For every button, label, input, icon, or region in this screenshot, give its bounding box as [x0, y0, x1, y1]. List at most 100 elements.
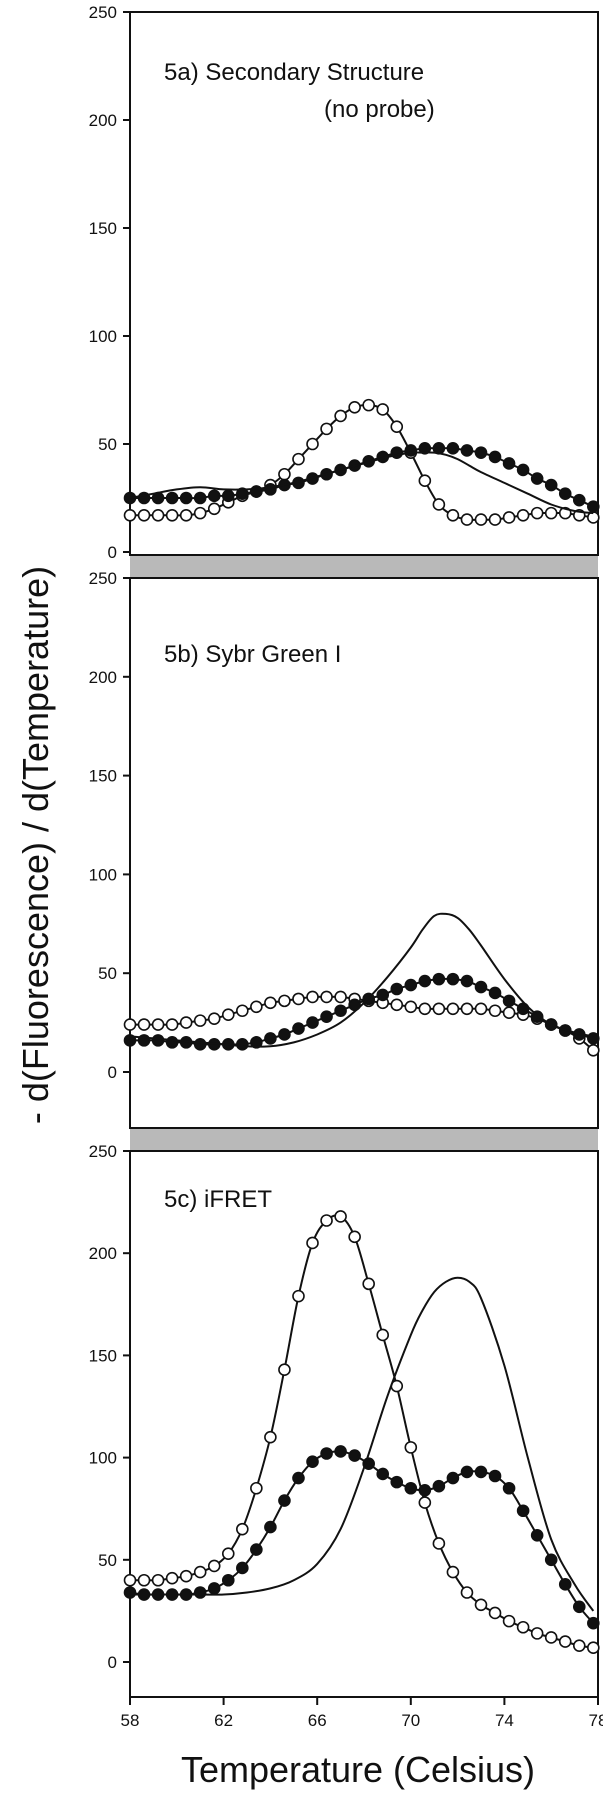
open-circle-series [123, 1210, 600, 1654]
y-tick-label: 100 [89, 327, 117, 346]
filled-circle-point [193, 491, 207, 505]
filled-circle-point [236, 1038, 249, 1051]
plot-layer: 0 50 100 150 200 250 0 50 100 150 200 250 0 50 100 150 2… [89, 3, 603, 1730]
open-circle-point [376, 1328, 390, 1342]
filled-circle-point [236, 1561, 249, 1575]
open-circle-point [418, 474, 432, 488]
panel-c-plot: 0 50 100 150 200 250 58 62 66 70 74 78 [89, 1142, 603, 1730]
open-circle-point [123, 508, 137, 522]
open-circle-point [474, 1002, 488, 1016]
filled-circle-point [460, 1465, 474, 1479]
open-circle-point [488, 1606, 502, 1620]
open-circle-point [264, 996, 277, 1010]
filled-circle-point [123, 1586, 137, 1599]
open-circle-point [460, 1586, 474, 1599]
open-circle-point [137, 508, 151, 522]
filled-circle-point [151, 1034, 165, 1047]
filled-circle-point [193, 1586, 207, 1599]
filled-circle-point [516, 463, 530, 477]
open-circle-point [376, 403, 390, 416]
open-circle-point [137, 1573, 151, 1587]
open-circle-point [236, 1004, 249, 1018]
open-circle-point [221, 1547, 235, 1560]
open-circle-point [446, 1565, 460, 1579]
open-circle-point [264, 1430, 277, 1444]
series-line [130, 404, 594, 521]
y-tick-label: 0 [108, 543, 117, 562]
filled-circle-point [404, 1481, 418, 1495]
series-line [129, 995, 594, 1052]
filled-circle-point [572, 493, 586, 507]
open-circle-point [474, 1598, 488, 1612]
x-axis-title: Temperature (Celsius) [181, 1749, 535, 1790]
filled-circle-point [207, 489, 221, 503]
filled-circle-point [306, 1016, 319, 1029]
open-circle-point [432, 498, 446, 511]
filled-circle-point [488, 1469, 502, 1483]
open-circle-point [362, 398, 375, 412]
open-circle-point [530, 506, 544, 520]
filled-circle-point [165, 1036, 179, 1049]
open-circle-point [207, 502, 221, 516]
open-circle-point [488, 1004, 502, 1018]
open-circle-point [488, 513, 502, 526]
open-circle-point [123, 1573, 137, 1587]
filled-circle-point [432, 972, 446, 986]
y-tick-label: 150 [89, 219, 117, 238]
series-line [129, 1450, 595, 1624]
filled-circle-point [432, 1479, 446, 1493]
filled-circle-point [348, 1449, 361, 1462]
filled-circle-point [530, 472, 544, 485]
y-tick-label: 150 [89, 767, 117, 786]
filled-circle-point [404, 978, 418, 992]
x-tick-label: 74 [495, 1711, 514, 1730]
open-circle-point [432, 1002, 446, 1016]
y-tick-label: 50 [98, 964, 117, 983]
y-tick-label: 0 [108, 1063, 117, 1082]
x-tick-label: 58 [121, 1711, 140, 1730]
y-axis-title: - d(Fluorescence) / d(Temperature) [15, 566, 56, 1124]
series-line [129, 451, 594, 515]
open-circle-point [165, 1018, 179, 1031]
open-circle-point [278, 994, 291, 1008]
open-circle-point [165, 508, 179, 522]
y-tick-label: 250 [89, 3, 117, 22]
filled-circle-point [278, 1028, 291, 1041]
open-circle-point [572, 1639, 586, 1652]
filled-circle-point [558, 1578, 572, 1591]
panel-separator-1 [130, 555, 598, 578]
open-circle-point [334, 990, 347, 1004]
open-circle-point [516, 508, 530, 522]
open-circle-point [502, 511, 516, 524]
y-tick-label: 100 [89, 1449, 117, 1468]
y-tick-label: 200 [89, 1244, 117, 1263]
filled-circle-point [193, 1038, 207, 1051]
open-circle-point [460, 513, 474, 526]
open-circle-point [587, 1043, 600, 1057]
open-circle-point [278, 1363, 291, 1377]
open-circle-point [334, 409, 347, 423]
open-circle-point [207, 1012, 221, 1025]
panel-a-title: 5a) Secondary Structure [164, 59, 424, 86]
filled-circle-point [460, 444, 474, 457]
panel-b-plot: 0 50 100 150 200 250 [89, 569, 600, 1082]
open-circle-point [446, 508, 460, 522]
open-circle-point [348, 1230, 361, 1244]
filled-circle-point [264, 483, 277, 496]
open-circle-point [404, 1000, 418, 1014]
open-circle-point [544, 506, 558, 520]
x-tick-label: 62 [214, 1711, 233, 1730]
filled-circle-point [250, 1036, 263, 1049]
smooth-line-series [130, 1276, 595, 1612]
y-tick-label: 200 [89, 111, 117, 130]
filled-circle-point [292, 1471, 305, 1485]
panel-c-title: 5c) iFRET [164, 1186, 272, 1213]
open-circle-point [292, 452, 305, 466]
y-tick-label: 150 [89, 1346, 117, 1365]
open-circle-point [137, 1018, 151, 1031]
panel-a-frame [129, 11, 599, 556]
panel-c-frame [129, 1150, 599, 1698]
filled-circle-point [502, 1481, 516, 1495]
filled-circle-point [418, 442, 432, 455]
